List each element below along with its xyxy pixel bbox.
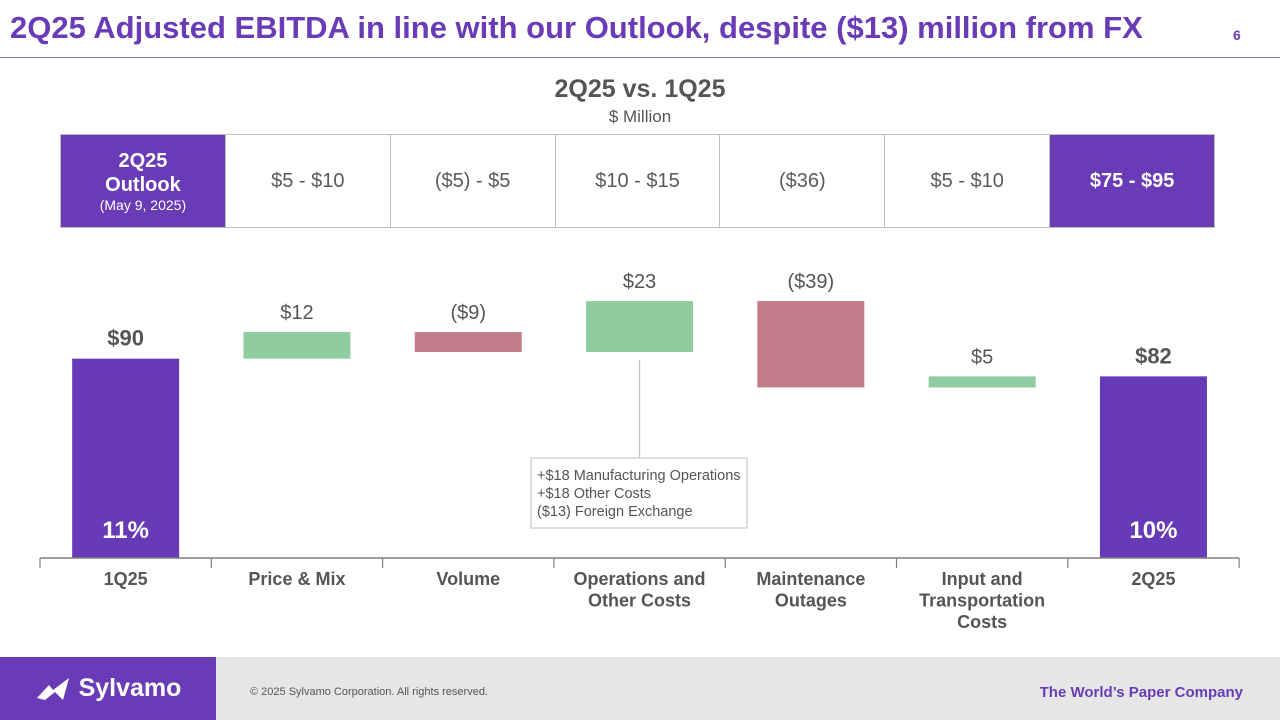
margin-label-2q25: 10% [1129,517,1177,544]
category-label-input-and-transportation-costs: Transportation [919,591,1045,611]
outlook-label-date: (May 9, 2025) [99,196,187,213]
category-label-operations-and-other-costs: Other Costs [588,591,691,611]
value-label-maintenance-outages: ($39) [787,271,834,293]
outlook-maintenance: ($36) [719,135,884,227]
copyright: © 2025 Sylvamo Corporation. All rights r… [250,686,488,698]
tagline: The World’s Paper Company [1039,684,1243,701]
value-label-2q25: $82 [1135,343,1172,368]
category-label-input-and-transportation-costs: Input and [942,569,1023,589]
bar-2q25 [1099,376,1207,558]
category-label-input-and-transportation-costs: Costs [957,612,1007,632]
category-label-maintenance-outages: Maintenance [756,569,865,589]
outlook-operations: $10 - $15 [554,135,720,227]
title-divider [0,57,1280,58]
value-label-input-and-transportation-costs: $5 [971,346,993,368]
outlook-label-cell: 2Q25 Outlook (May 9, 2025) [61,135,225,227]
bar-volume [414,332,522,353]
outlook-label-line1: 2Q25 [118,149,168,172]
category-label-price-mix: Price & Mix [248,569,345,589]
sylvamo-logo-icon [36,677,69,700]
outlook-label-line2: Outlook [105,173,181,196]
page-number: 6 [1233,27,1241,43]
value-label-1q25: $90 [107,326,144,351]
outlook-total: $75 - $95 [1049,135,1215,227]
annotation-line: ($13) Foreign Exchange [537,504,693,520]
bar-operations-and-other-costs [586,301,694,353]
footer: Sylvamo © 2025 Sylvamo Corporation. All … [0,657,1280,720]
waterfall-chart: $90 11% 1Q25 $12 Price & Mix ($9) Volume $23 Ope… [39,271,1240,632]
category-label-2q25: 2Q25 [1131,569,1175,589]
category-label-1q25: 1Q25 [104,569,148,589]
value-label-price-mix: $12 [280,302,313,324]
value-label-operations-and-other-costs: $23 [623,271,656,293]
bar-price-mix [243,332,351,359]
slide-title: 2Q25 Adjusted EBITDA in line with our Ou… [10,10,1143,45]
outlook-input-transport: $5 - $10 [884,135,1049,227]
margin-label-1q25: 11% [102,517,149,544]
value-label-volume: ($9) [450,302,486,324]
category-label-maintenance-outages: Outages [775,591,847,611]
bar-maintenance-outages [757,301,865,388]
outlook-volume: ($5) - $5 [389,135,555,227]
chart-title: 2Q25 vs. 1Q25 [554,75,726,103]
annotation-line: +$18 Manufacturing Operations [537,468,741,484]
outlook-price-mix: $5 - $10 [224,135,390,227]
annotation-line: +$18 Other Costs [537,486,651,502]
logo-text: Sylvamo [78,674,182,702]
chart-subtitle: $ Million [608,107,672,126]
bar-input-and-transportation-costs [928,376,1036,388]
bar-1q25 [72,358,180,558]
category-label-volume: Volume [436,569,500,589]
outlook-table: 2Q25 Outlook (May 9, 2025) $5 - $10 ($5)… [60,134,1215,228]
logo: Sylvamo [0,657,216,720]
category-label-operations-and-other-costs: Operations and [574,569,706,589]
annotation-box [530,457,748,529]
